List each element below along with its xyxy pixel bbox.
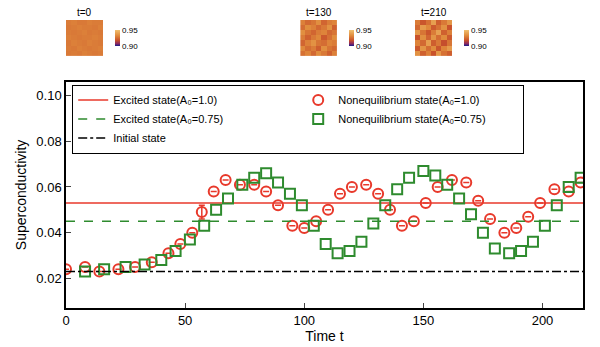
svg-text:Nonequilibrium state(A₀=1.0): Nonequilibrium state(A₀=1.0) [338, 94, 479, 106]
svg-text:Nonequilibrium state(A₀=0.75): Nonequilibrium state(A₀=0.75) [338, 113, 485, 125]
svg-text:0.06: 0.06 [36, 180, 61, 195]
svg-text:0: 0 [62, 313, 69, 328]
svg-text:150: 150 [413, 313, 435, 328]
svg-text:0.90: 0.90 [122, 42, 138, 51]
svg-text:Excited state(A₀=1.0): Excited state(A₀=1.0) [113, 94, 217, 106]
svg-text:0.02: 0.02 [36, 271, 61, 286]
svg-text:Initial state: Initial state [113, 132, 166, 144]
svg-text:0.04: 0.04 [36, 225, 61, 240]
svg-text:0.90: 0.90 [471, 42, 487, 51]
svg-text:0.95: 0.95 [356, 26, 372, 35]
svg-text:200: 200 [532, 313, 554, 328]
svg-text:Superconductivity: Superconductivity [13, 140, 29, 251]
svg-text:t=130: t=130 [306, 7, 332, 18]
svg-text:t=210: t=210 [421, 7, 447, 18]
svg-text:0.90: 0.90 [356, 42, 372, 51]
svg-text:Excited state(A₀=0.75): Excited state(A₀=0.75) [113, 113, 223, 125]
svg-text:0.95: 0.95 [471, 26, 487, 35]
svg-text:t=0: t=0 [77, 7, 92, 18]
svg-text:0.10: 0.10 [36, 88, 61, 103]
svg-text:0.95: 0.95 [122, 26, 138, 35]
svg-text:100: 100 [293, 313, 315, 328]
svg-text:50: 50 [178, 313, 192, 328]
svg-text:Time t: Time t [305, 328, 343, 344]
svg-text:0.08: 0.08 [36, 134, 61, 149]
